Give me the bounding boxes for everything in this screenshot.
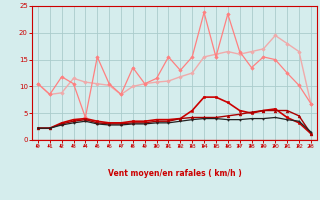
- X-axis label: Vent moyen/en rafales ( km/h ): Vent moyen/en rafales ( km/h ): [108, 169, 241, 178]
